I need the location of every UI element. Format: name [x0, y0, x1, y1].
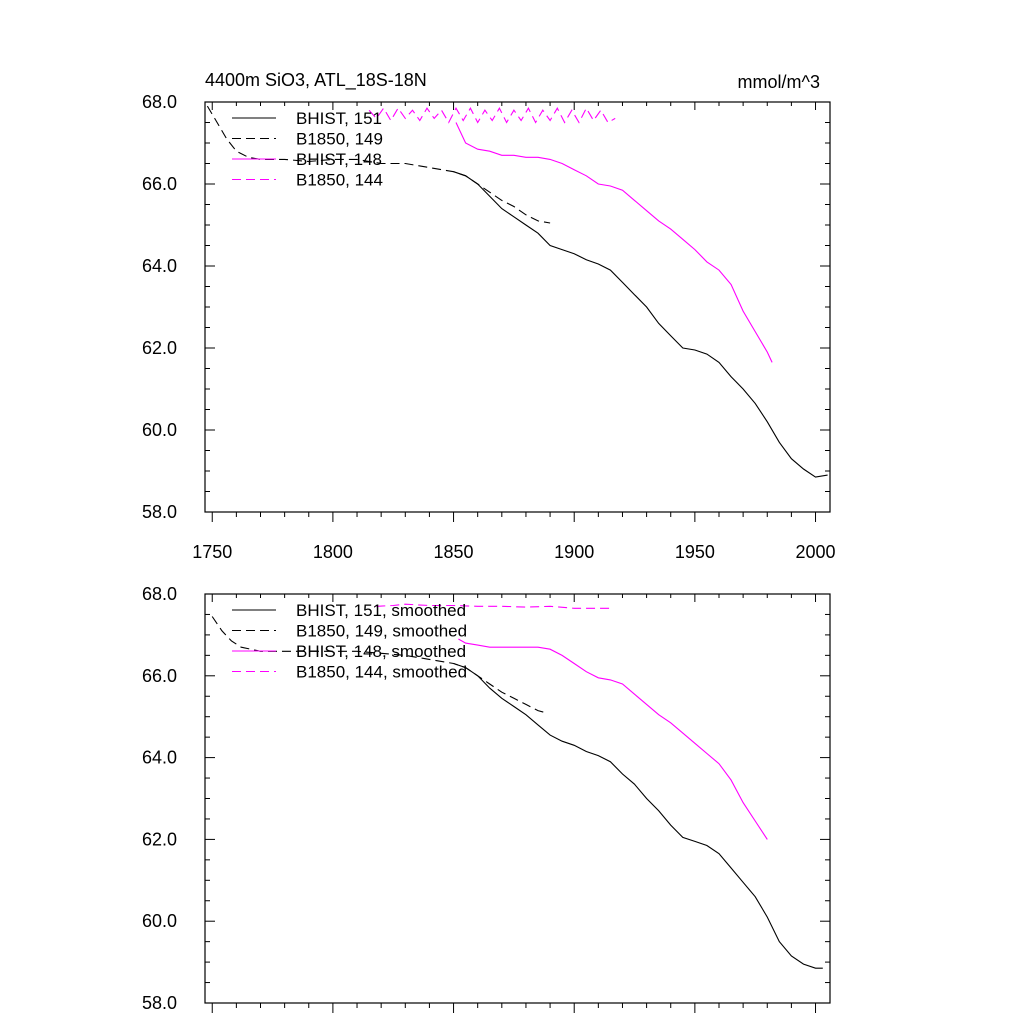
- y-tick-label: 60.0: [142, 420, 177, 440]
- x-tick-label: 1800: [313, 542, 353, 562]
- series-line-1: [453, 662, 823, 969]
- y-tick-label: 66.0: [142, 174, 177, 194]
- x-tick-label: 1950: [675, 542, 715, 562]
- legend-entry-3: BHIST, 148, smoothed: [296, 642, 466, 661]
- legend-entry-4: B1850, 144: [296, 171, 383, 190]
- x-tick-label: 2000: [795, 542, 835, 562]
- y-tick-label: 60.0: [142, 911, 177, 931]
- y-tick-label: 64.0: [142, 256, 177, 276]
- series-line-4: [368, 107, 616, 124]
- x-tick-label: 1850: [434, 542, 474, 562]
- x-tick-label: 1900: [554, 542, 594, 562]
- legend-entry-1: BHIST, 151, smoothed: [296, 601, 466, 620]
- y-tick-label: 64.0: [142, 748, 177, 768]
- y-tick-label: 66.0: [142, 666, 177, 686]
- chart-panel-1: 58.0 60.0 62.0 64.0 66.0 68.0 1750 1800 1850 1900…: [142, 70, 836, 562]
- y-tick-label: 68.0: [142, 92, 177, 112]
- series-line-3: [455, 122, 773, 363]
- series-line-1: [453, 171, 828, 478]
- y-tick-label: 58.0: [142, 502, 177, 522]
- units-label: mmol/m^3: [738, 72, 820, 92]
- series-line-4: [376, 603, 611, 609]
- y-tick-label: 58.0: [142, 993, 177, 1013]
- legend-entry-2: B1850, 149: [296, 130, 383, 149]
- series-line-2: [211, 616, 546, 714]
- chart-panel-2: 58.0 60.0 62.0 64.0 66.0 68.0 BHIST, 151, smoo…: [142, 584, 831, 1013]
- y-tick-label: 62.0: [142, 829, 177, 849]
- legend-entry-3: BHIST, 148: [296, 150, 382, 169]
- legend-entry-4: B1850, 144, smoothed: [296, 663, 467, 682]
- legend-entry-2: B1850, 149, smoothed: [296, 622, 467, 641]
- legend-entry-1: BHIST, 151: [296, 109, 382, 128]
- chart-title: 4400m SiO3, ATL_18S-18N: [205, 70, 427, 91]
- series-line-3: [458, 638, 768, 840]
- y-tick-label: 68.0: [142, 584, 177, 604]
- x-tick-label: 1750: [192, 542, 232, 562]
- series-line-2: [206, 105, 551, 224]
- y-tick-label: 62.0: [142, 338, 177, 358]
